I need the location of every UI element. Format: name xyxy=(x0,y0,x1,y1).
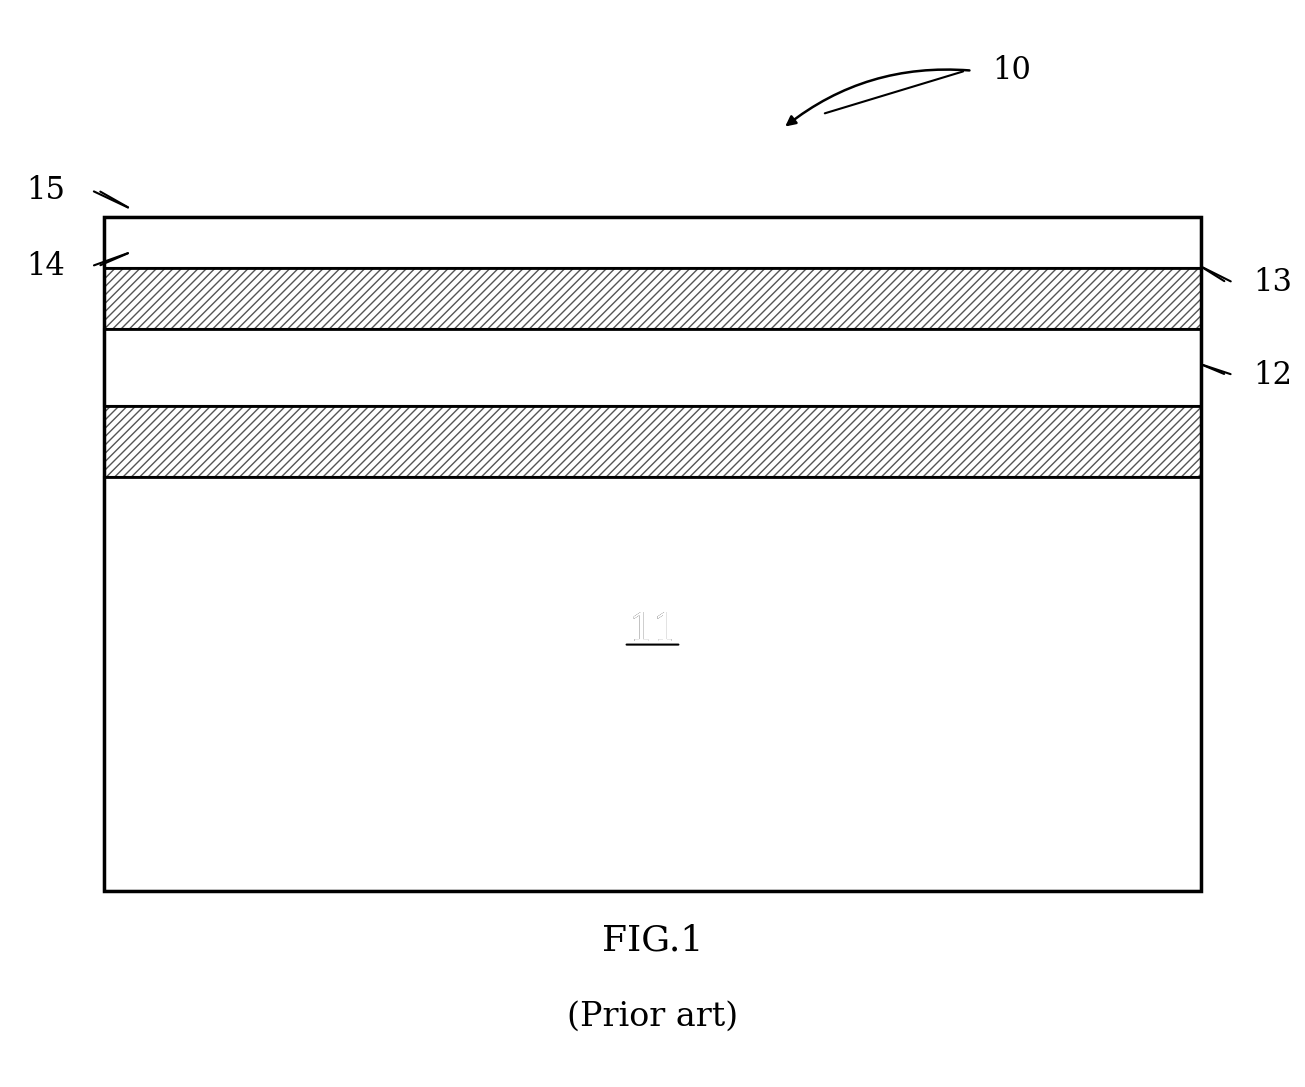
Text: 13: 13 xyxy=(1253,267,1292,298)
Bar xyxy=(104,217,1201,267)
Text: 11: 11 xyxy=(628,612,677,649)
Bar xyxy=(104,267,1201,328)
Bar xyxy=(104,477,1201,891)
Bar xyxy=(104,328,1201,407)
Text: 11: 11 xyxy=(628,612,677,649)
Bar xyxy=(104,407,1201,477)
Text: (Prior art): (Prior art) xyxy=(566,1000,739,1033)
Text: 10: 10 xyxy=(992,55,1031,86)
Text: FIG.1: FIG.1 xyxy=(602,923,703,958)
Text: 14: 14 xyxy=(26,251,65,282)
Text: 15: 15 xyxy=(26,175,65,205)
Text: 12: 12 xyxy=(1253,360,1292,390)
Bar xyxy=(104,217,1201,891)
